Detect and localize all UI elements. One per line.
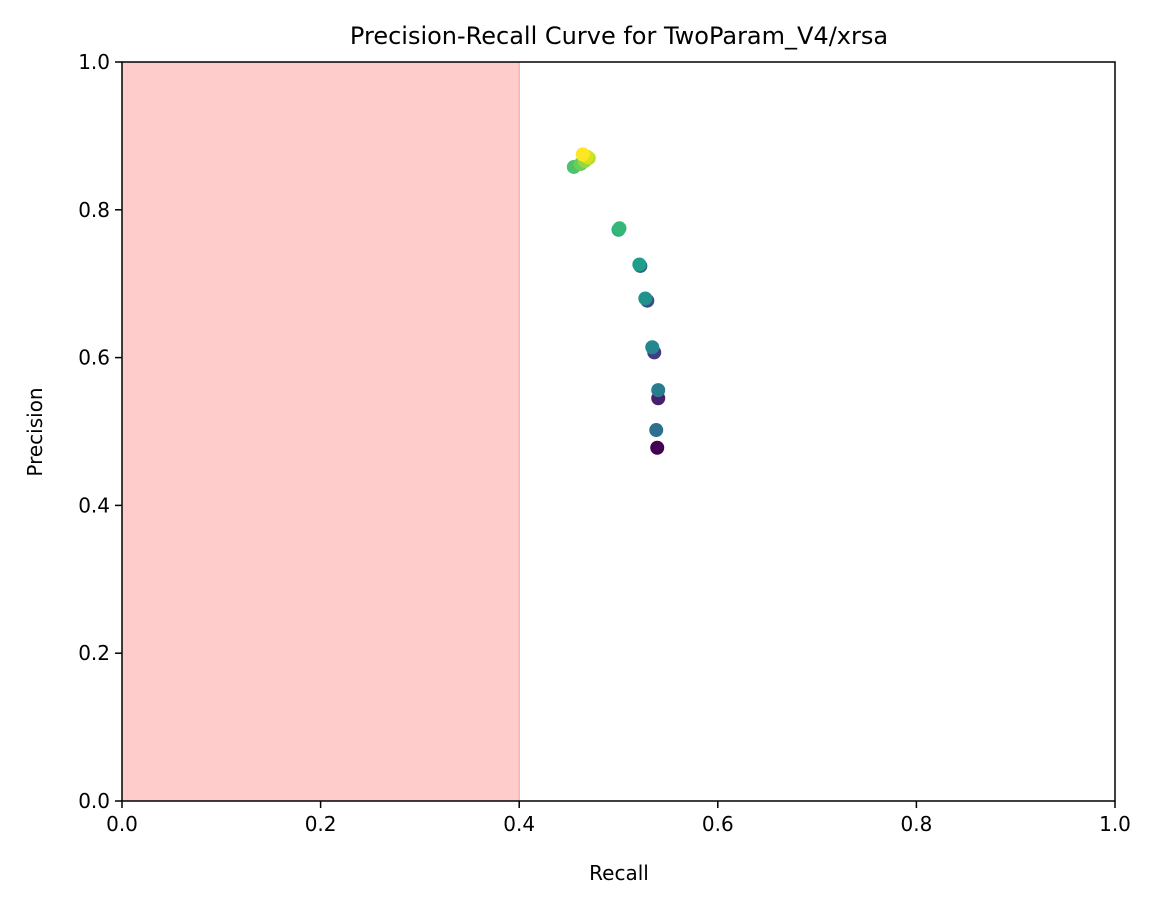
plot-frame: [121, 61, 1116, 802]
data-point: [575, 147, 590, 162]
chart-title: Precision-Recall Curve for TwoParam_V4/x…: [350, 22, 888, 50]
x-tick-label: 0.2: [305, 812, 337, 836]
y-tick-label: 0.0: [78, 789, 110, 813]
low-recall-shaded-region: [122, 62, 520, 801]
y-axis-label: Precision: [23, 387, 47, 476]
x-tick-label: 0.0: [106, 812, 138, 836]
x-axis-ticks: 0.0 0.2 0.4 0.6 0.8 1.0: [106, 801, 1131, 836]
data-point: [645, 340, 660, 355]
x-axis-label: Recall: [589, 861, 649, 885]
y-tick-label: 0.2: [78, 641, 110, 665]
y-tick-label: 0.8: [78, 198, 110, 222]
data-point: [649, 423, 664, 438]
y-axis-ticks: 0.0 0.2 0.4 0.6 0.8 1.0: [78, 50, 122, 813]
y-tick-label: 1.0: [78, 50, 110, 74]
x-tick-label: 0.6: [702, 812, 734, 836]
x-tick-label: 0.4: [503, 812, 535, 836]
x-tick-label: 0.8: [900, 812, 932, 836]
x-tick-label: 1.0: [1099, 812, 1131, 836]
data-point: [650, 440, 665, 455]
data-point: [632, 257, 647, 272]
y-tick-label: 0.4: [78, 493, 110, 517]
data-point: [638, 291, 653, 306]
data-points: [566, 147, 666, 455]
data-point: [651, 383, 666, 398]
data-point: [612, 221, 627, 236]
y-tick-label: 0.6: [78, 346, 110, 370]
